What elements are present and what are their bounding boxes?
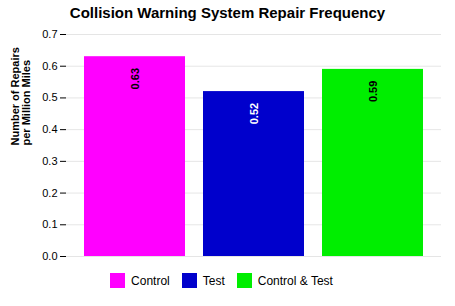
svg-text:0.52: 0.52 <box>248 103 260 124</box>
svg-text:0.2: 0.2 <box>42 187 57 199</box>
svg-text:0.6: 0.6 <box>42 60 57 72</box>
svg-text:0.5: 0.5 <box>42 91 57 103</box>
html-text:Control & Test: Control & Test <box>257 273 333 288</box>
html-text:Control: Control <box>131 273 170 288</box>
svg-text:0.63: 0.63 <box>129 68 141 89</box>
svg-text:0.4: 0.4 <box>42 123 57 135</box>
svg-text:0.1: 0.1 <box>42 218 57 230</box>
svg-text:0.3: 0.3 <box>42 155 57 167</box>
svg-text:0.59: 0.59 <box>367 81 379 102</box>
html-text:Collision Warning System Repai: Collision Warning System Repair Frequenc… <box>69 4 386 21</box>
svg-text:Number of Repairsper Million M: Number of Repairsper Million Miles <box>9 47 32 145</box>
svg-text:0.7: 0.7 <box>42 28 57 40</box>
svg-text:0.0: 0.0 <box>42 250 57 262</box>
html-text:Test: Test <box>202 273 225 288</box>
